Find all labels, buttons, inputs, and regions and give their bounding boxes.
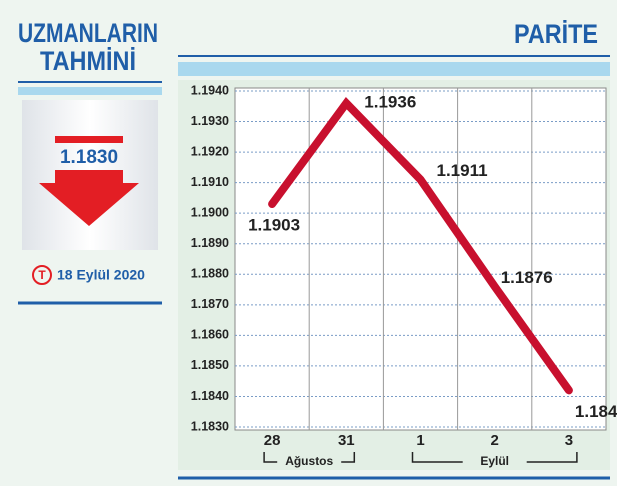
y-tick-label: 1.1870 — [191, 297, 229, 311]
value-label: 1.1911 — [437, 161, 488, 180]
x-tick-label: 28 — [264, 432, 281, 449]
plot-area — [234, 87, 607, 431]
y-tick-label: 1.1890 — [191, 236, 229, 250]
forecast-arrow — [39, 136, 139, 226]
group-label: Eylül — [480, 454, 509, 468]
sidebar-heading: UZMANLARIN — [18, 18, 158, 48]
y-tick-label: 1.1880 — [191, 267, 229, 281]
logo-text: T — [38, 268, 46, 282]
sidebar-heading: TAHMİNİ — [40, 46, 136, 76]
value-label: 1.1903 — [248, 216, 300, 235]
y-tick-label: 1.1830 — [191, 419, 229, 433]
group-label-bg — [277, 455, 342, 469]
y-tick-label: 1.1910 — [191, 175, 229, 189]
x-tick-label: 1 — [416, 432, 424, 449]
logo — [32, 265, 52, 285]
chart-title: PARİTE — [514, 19, 598, 49]
divider-bar — [178, 62, 610, 76]
divider-bar — [18, 87, 162, 95]
y-tick-label: 1.1940 — [191, 83, 229, 97]
value-label: 1.1936 — [364, 93, 416, 112]
value-label: 1.1876 — [501, 268, 553, 287]
x-tick-label: 31 — [338, 432, 355, 449]
value-label: 1.1842 — [575, 402, 617, 421]
date: 18 Eylül 2020 — [57, 267, 145, 283]
y-tick-label: 1.1930 — [191, 114, 229, 128]
group-label-bg — [462, 455, 527, 469]
y-tick-label: 1.1860 — [191, 328, 229, 342]
y-tick-label: 1.1900 — [191, 205, 229, 219]
forecast-label: 1.1830 — [60, 147, 118, 168]
y-tick-label: 1.1850 — [191, 358, 229, 372]
x-tick-label: 2 — [491, 432, 499, 449]
y-tick-label: 1.1840 — [191, 389, 229, 403]
y-tick-label: 1.1920 — [191, 144, 229, 158]
line — [268, 97, 573, 395]
group-label: Ağustos — [285, 454, 333, 468]
x-tick-label: 3 — [565, 432, 573, 449]
